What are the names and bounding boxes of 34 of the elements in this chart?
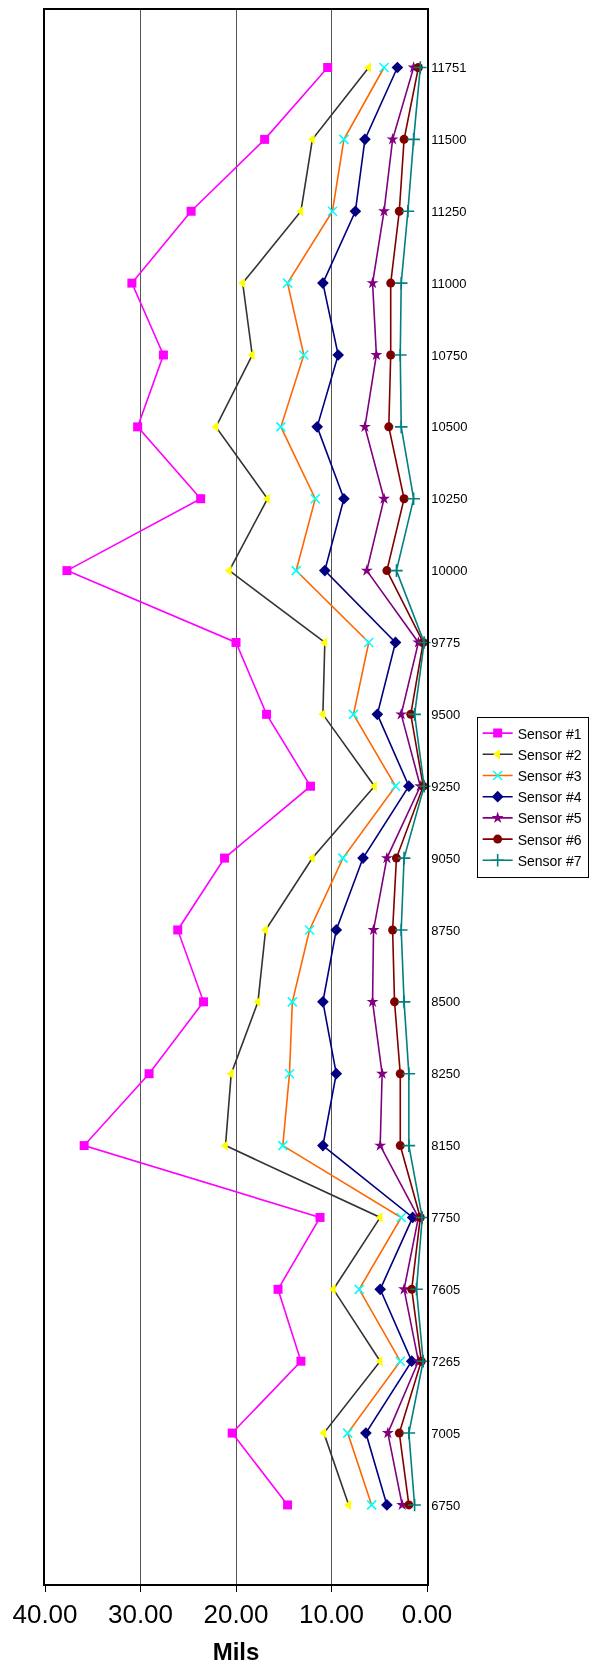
y-tick-label: 9775 (431, 635, 461, 651)
y-tick-label: 8250 (431, 1066, 461, 1082)
x-axis-title: Mils (212, 1637, 260, 1665)
y-tick-label: 7750 (431, 1210, 461, 1225)
y-tick-label: 11500 (431, 131, 467, 147)
y-tick-label: 10750 (431, 347, 468, 363)
y-tick-label: 9250 (431, 778, 461, 794)
x-tick-label: 30.00 (107, 1598, 174, 1629)
x-tick-label: 0.00 (401, 1598, 453, 1629)
y-tick-label: 10250 (431, 491, 468, 507)
y-tick-label: 10500 (431, 419, 468, 435)
y-tick-label: 11000 (431, 275, 467, 291)
y-tick-label: 8500 (431, 994, 461, 1010)
legend-label: Sensor #2 (517, 746, 582, 763)
y-tick-label: 8750 (431, 922, 461, 938)
y-tick-label: 7265 (431, 1353, 461, 1369)
y-tick-label: 7605 (431, 1281, 461, 1297)
x-tick-label: 10.00 (298, 1598, 365, 1629)
legend-label: Sensor #1 (517, 725, 582, 742)
legend-label: Sensor #7 (517, 852, 582, 869)
y-tick-label: 7005 (431, 1425, 461, 1441)
y-tick-label: 6750 (431, 1497, 461, 1513)
y-tick-label: 9500 (431, 706, 461, 722)
x-tick-label: 40.00 (12, 1598, 78, 1629)
legend-label: Sensor #5 (517, 810, 582, 827)
y-tick-label: 11250 (431, 203, 467, 219)
x-tick-label: 20.00 (203, 1598, 269, 1629)
y-tick-label: 8150 (431, 1138, 461, 1154)
y-tick-label: 9050 (431, 850, 461, 866)
legend-label: Sensor #4 (517, 789, 582, 806)
legend-label: Sensor #6 (517, 831, 582, 848)
y-tick-label: 11751 (431, 60, 467, 76)
y-tick-label: 10000 (431, 563, 468, 579)
legend-label: Sensor #3 (517, 767, 582, 784)
